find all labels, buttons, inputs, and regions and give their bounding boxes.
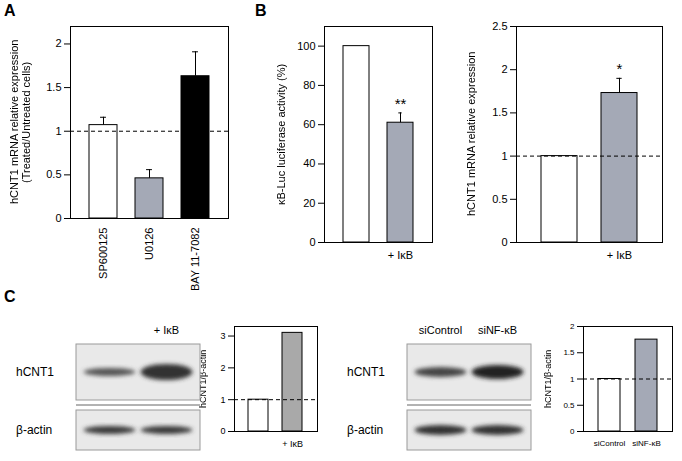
- svg-text:1.5: 1.5: [46, 81, 61, 93]
- svg-text:60: 60: [303, 118, 315, 130]
- html-text:hCNT1 mRNA relative expression: hCNT1 mRNA relative expression: [465, 51, 477, 217]
- svg-text:siControl: siControl: [594, 439, 626, 448]
- svg-text:β-actin: β-actin: [16, 423, 52, 437]
- svg-text:0: 0: [55, 212, 61, 224]
- svg-text:1: 1: [501, 150, 507, 162]
- svg-text:3: 3: [220, 331, 225, 341]
- svg-text:siControl: siControl: [419, 324, 462, 336]
- svg-text:+ IκB: + IκB: [607, 249, 632, 261]
- svg-text:+ IκB: + IκB: [154, 324, 179, 336]
- html-text:A: A: [4, 2, 16, 19]
- svg-text:hCNT1: hCNT1: [16, 365, 54, 379]
- svg-text:1: 1: [55, 125, 61, 137]
- svg-text:siNF-κB: siNF-κB: [632, 439, 660, 448]
- html-text:hCNT1/β-actin: hCNT1/β-actin: [198, 349, 208, 408]
- svg-text:2: 2: [220, 363, 225, 373]
- svg-text:U0126: U0126: [143, 228, 155, 260]
- svg-text:β-actin: β-actin: [347, 423, 383, 437]
- svg-text:0: 0: [220, 426, 225, 436]
- svg-text:BAY 11-7082: BAY 11-7082: [189, 228, 201, 292]
- svg-text:100: 100: [297, 40, 315, 52]
- html-text:hCNT1 mRNA relative expression: hCNT1 mRNA relative expression (Treated/…: [8, 39, 32, 205]
- svg-text:**: **: [395, 95, 407, 112]
- svg-text:0: 0: [570, 427, 575, 436]
- svg-text:40: 40: [303, 157, 315, 169]
- svg-text:hCNT1: hCNT1: [347, 365, 385, 379]
- svg-text:80: 80: [303, 79, 315, 91]
- svg-text:0.5: 0.5: [46, 168, 61, 180]
- svg-text:1.5: 1.5: [563, 348, 575, 357]
- svg-text:0.5: 0.5: [492, 193, 507, 205]
- svg-text:*: *: [617, 60, 623, 77]
- svg-text:1: 1: [220, 395, 225, 405]
- html-text:B: B: [255, 2, 267, 19]
- svg-text:0.5: 0.5: [563, 401, 575, 410]
- svg-text:2: 2: [501, 63, 507, 75]
- html-text:C: C: [4, 288, 16, 305]
- html-text:hCNT1/β-actin: hCNT1/β-actin: [543, 349, 553, 408]
- svg-text:2.5: 2.5: [492, 20, 507, 32]
- svg-text:+ IκB: + IκB: [282, 439, 303, 449]
- svg-text:2: 2: [570, 322, 575, 331]
- svg-text:2: 2: [55, 37, 61, 49]
- svg-text:1.5: 1.5: [492, 106, 507, 118]
- svg-text:siNF-κB: siNF-κB: [478, 324, 517, 336]
- svg-text:1: 1: [570, 375, 575, 384]
- svg-text:0: 0: [309, 236, 315, 248]
- svg-text:SP600125: SP600125: [97, 228, 109, 279]
- svg-text:0: 0: [501, 236, 507, 248]
- svg-text:+ IκB: + IκB: [388, 249, 413, 261]
- html-text:κB-Luc luciferase activity (%): κB-Luc luciferase activity (%): [275, 63, 287, 205]
- svg-text:20: 20: [303, 197, 315, 209]
